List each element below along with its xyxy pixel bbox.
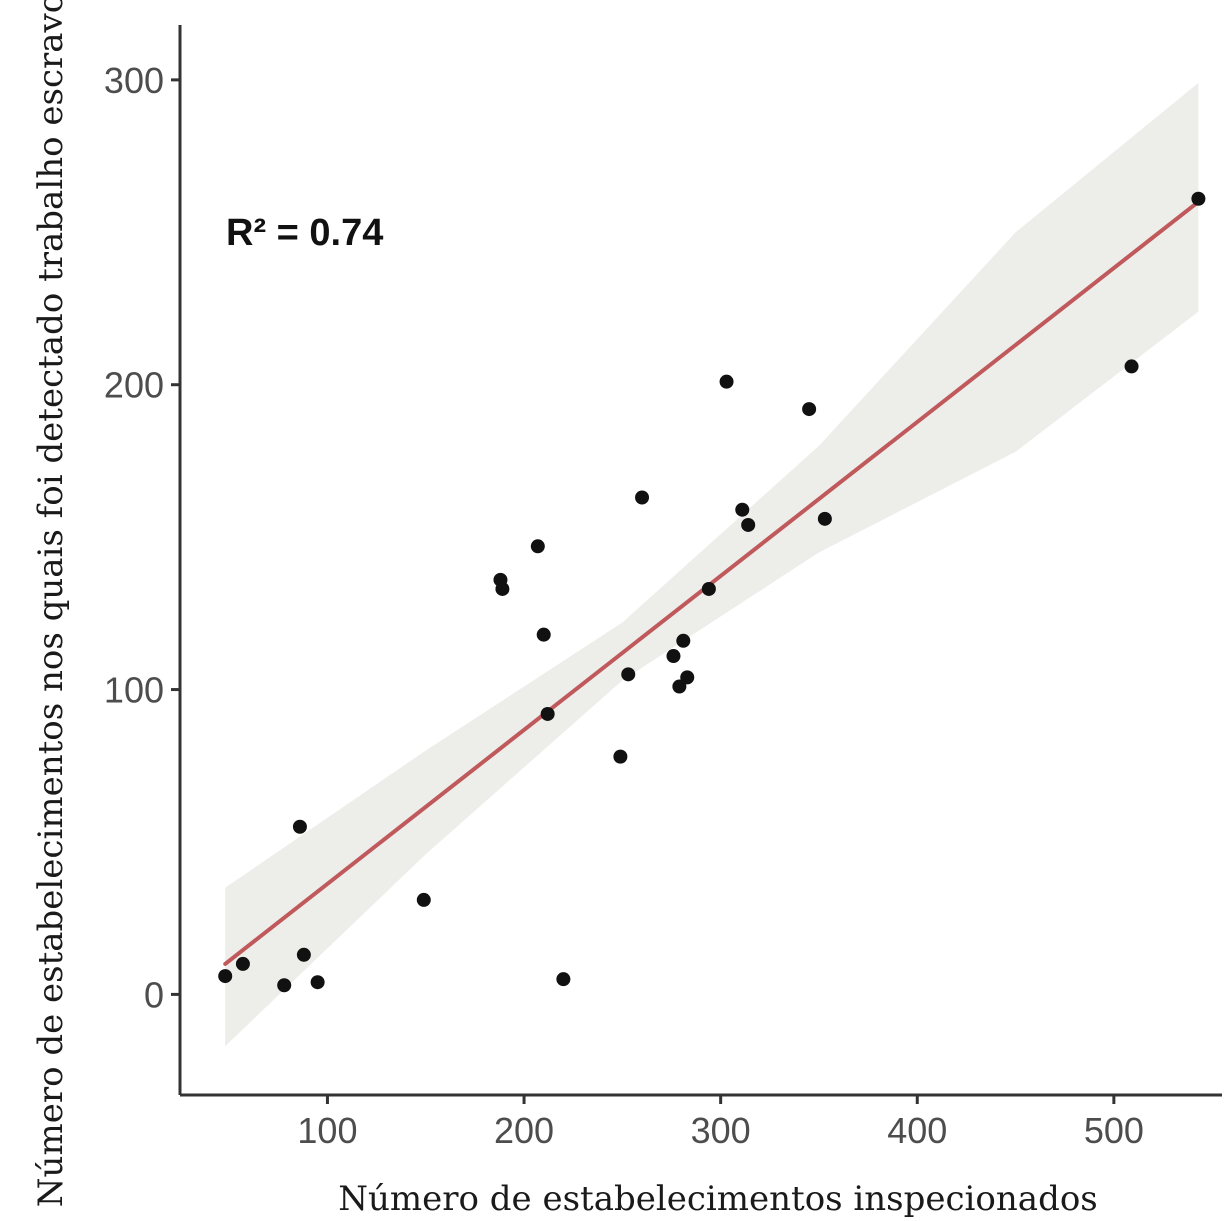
data-point <box>701 581 716 596</box>
data-point <box>621 667 636 682</box>
data-point <box>719 374 734 389</box>
data-point <box>1191 191 1206 206</box>
y-tick-label: 100 <box>104 670 164 711</box>
y-axis-title: Número de estabelecimentos nos quais foi… <box>31 0 71 1207</box>
data-point <box>666 649 681 664</box>
y-tick-label: 300 <box>104 60 164 101</box>
y-tick-label: 200 <box>104 365 164 406</box>
data-point <box>676 633 691 648</box>
y-tick-label: 0 <box>144 974 164 1015</box>
confidence-band <box>225 82 1199 1047</box>
x-tick-label: 100 <box>297 1110 357 1151</box>
data-point <box>540 706 555 721</box>
data-point <box>218 969 233 984</box>
data-point <box>235 956 250 971</box>
r-squared-annotation: R² = 0.74 <box>226 212 383 254</box>
data-point <box>416 892 431 907</box>
data-point <box>296 947 311 962</box>
data-point <box>735 502 750 517</box>
confidence-band-group <box>225 82 1199 1047</box>
x-axis-title: Número de estabelecimentos inspecionados <box>338 1179 1098 1219</box>
data-point <box>680 670 695 685</box>
data-point <box>613 749 628 764</box>
data-point <box>802 402 817 417</box>
data-point <box>495 581 510 596</box>
data-point <box>310 975 325 990</box>
points-group <box>218 191 1206 993</box>
data-point <box>635 490 650 505</box>
data-point <box>672 679 687 694</box>
x-tick-label: 400 <box>887 1110 947 1151</box>
data-point <box>530 539 545 554</box>
data-point <box>741 517 756 532</box>
data-point <box>817 511 832 526</box>
data-point <box>292 819 307 834</box>
data-point <box>1124 359 1139 374</box>
data-point <box>277 978 292 993</box>
x-tick-label: 200 <box>494 1110 554 1151</box>
x-tick-label: 300 <box>691 1110 751 1151</box>
axes-group <box>171 25 1222 1104</box>
data-point <box>556 972 571 987</box>
tick-labels-group: 100 200 300 400 500 0 100 200 300 <box>104 60 1144 1151</box>
x-tick-label: 500 <box>1084 1110 1144 1151</box>
data-point <box>536 627 551 642</box>
